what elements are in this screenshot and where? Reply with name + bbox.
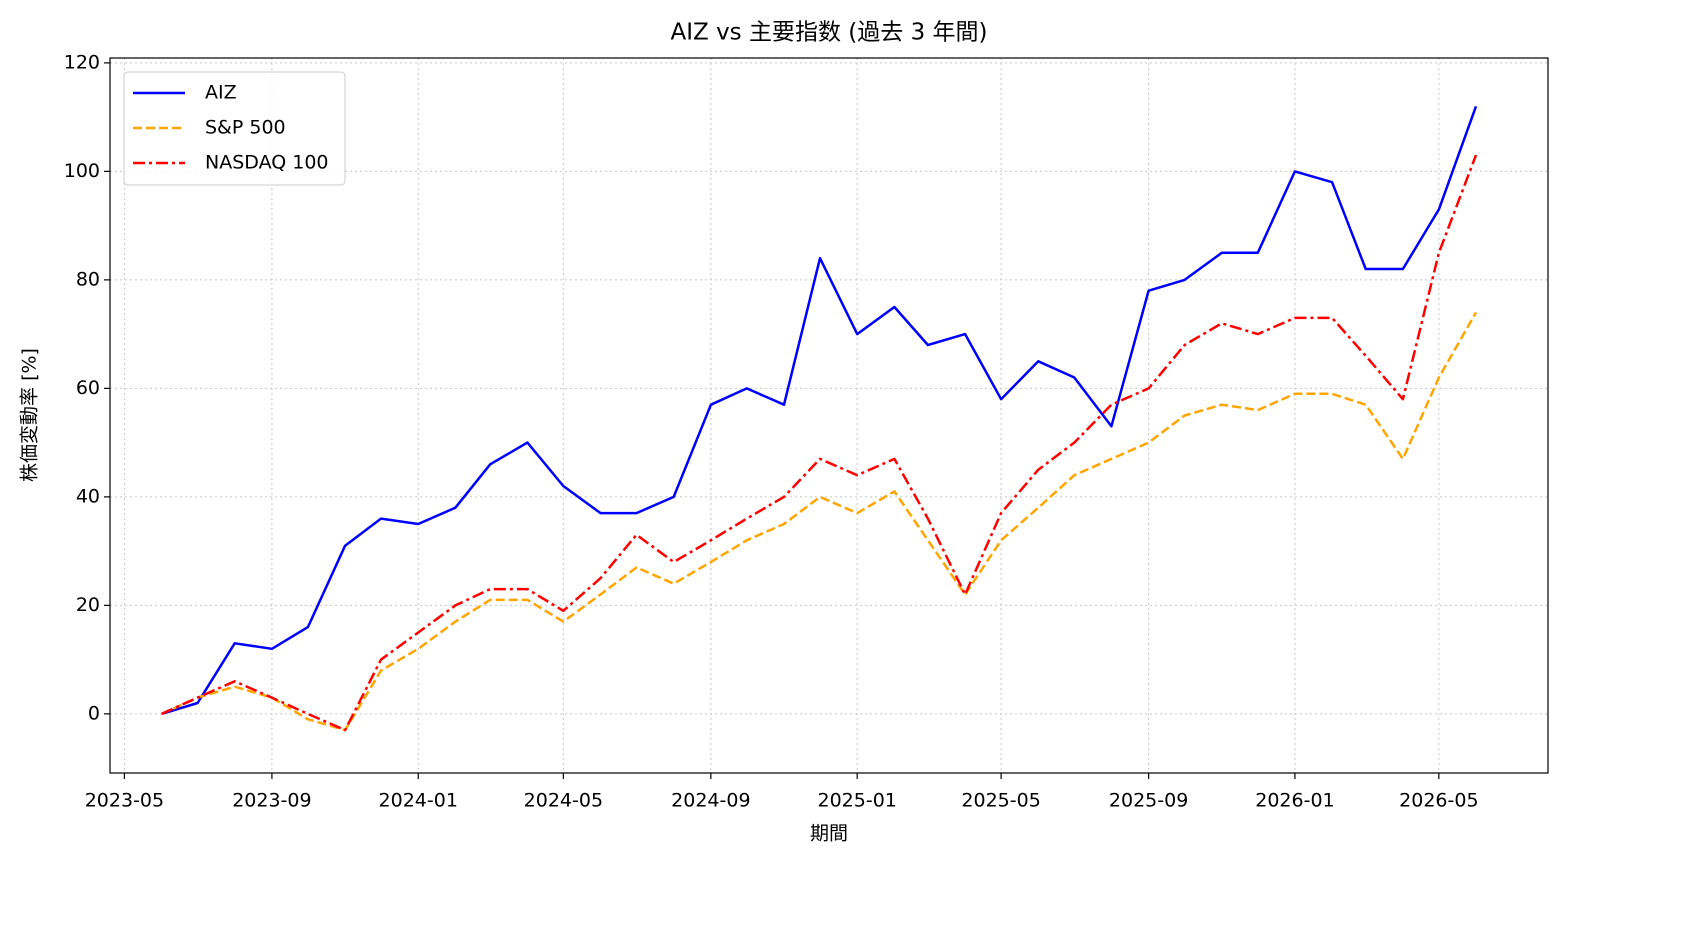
legend-label: S&P 500: [205, 117, 286, 139]
y-tick-label: 0: [88, 702, 100, 724]
x-tick-label: 2026-01: [1255, 790, 1334, 812]
y-tick-label: 120: [64, 51, 100, 73]
x-axis-label: 期間: [810, 823, 848, 845]
y-tick-label: 60: [76, 377, 100, 399]
y-tick-label: 80: [76, 268, 100, 290]
x-tick-label: 2024-05: [524, 790, 603, 812]
legend-label: NASDAQ 100: [205, 152, 329, 174]
y-tick-label: 40: [76, 485, 100, 507]
y-axis-label: 株価変動率 [%]: [19, 348, 41, 482]
series-line: [161, 311, 1478, 732]
chart-title: AIZ vs 主要指数 (過去 3 年間): [670, 20, 987, 46]
x-tick-label: 2025-05: [961, 790, 1040, 812]
series-line: [161, 154, 1478, 732]
legend-label: AIZ: [205, 82, 237, 104]
x-tick-label: 2023-09: [232, 790, 311, 812]
x-tick-label: 2024-01: [379, 790, 458, 812]
plot-frame: [109, 57, 1549, 774]
series-line: [161, 105, 1478, 716]
x-tick-label: 2025-01: [817, 790, 896, 812]
x-tick-label: 2026-05: [1399, 790, 1478, 812]
x-tick-label: 2024-09: [671, 790, 750, 812]
y-tick-label: 100: [64, 160, 100, 182]
x-tick-label: 2023-05: [85, 790, 164, 812]
x-tick-label: 2025-09: [1109, 790, 1188, 812]
y-tick-label: 20: [76, 594, 100, 616]
legend-box: [123, 71, 346, 186]
